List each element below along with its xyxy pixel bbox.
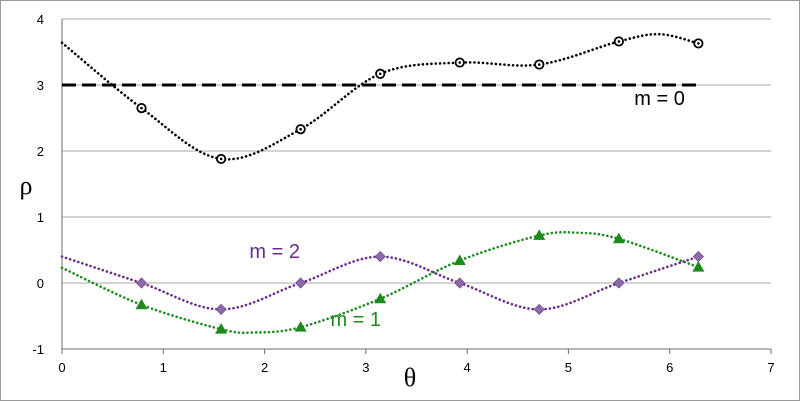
point-m-1-4 [374,292,387,304]
point-m-1-7 [612,232,625,244]
grid-lines [62,18,771,350]
point-m-0-7-inner [617,40,621,43]
point-m-0-4-inner [378,72,382,76]
series-line-m-0 [60,32,700,161]
y-tick-label-1: -1 [32,342,44,357]
x-tick-label-6: 6 [666,360,673,375]
x-tick-label-5: 5 [565,360,572,375]
point-m-2-5 [454,277,466,289]
axes [61,19,772,354]
point-m-0-8-inner [697,42,700,45]
point-m-2-7 [613,277,625,289]
point-m-1-8 [692,261,705,272]
x-tick-label-4: 4 [464,360,471,375]
series-label-m-0: m = 0 [634,88,685,110]
point-m-2-1 [135,277,148,289]
point-m-0-2-inner [219,157,223,161]
series-label-m-2: m = 2 [249,241,300,263]
y-tick-label-4: 4 [37,12,44,27]
y-tick-label-0: 0 [37,276,44,291]
point-m-0-4 [375,68,386,79]
point-m-2-4 [374,251,386,263]
y-tick-label-1: 1 [37,210,44,225]
series-curves [60,32,700,335]
point-m-0-6 [534,59,545,70]
chart-text: θ ρ -1 0 1 2 3 4 0 1 2 3 4 5 6 7 m = 0 m = 2 m = 1 [20,12,775,392]
point-m-1-6 [533,229,546,240]
point-m-0-1 [136,103,147,114]
point-m-2-3 [295,277,307,289]
x-tick-label-1: 1 [160,360,167,375]
point-m-2-2 [215,303,227,315]
y-tick-label-3: 3 [37,78,44,93]
x-tick-label-0: 0 [58,360,65,375]
point-m-1-5 [453,254,466,265]
point-m-0-6-inner [537,63,541,66]
y-tick-label-2: 2 [37,144,44,159]
point-m-0-1-inner [140,106,143,110]
point-m-0-2 [216,153,227,165]
point-m-0-5 [454,57,465,68]
point-m-1-2 [215,323,228,334]
x-tick-label-3: 3 [362,360,369,375]
point-m-2-8 [692,251,704,263]
point-m-1-3 [294,321,307,332]
point-m-0-7 [613,36,624,47]
point-m-2-6 [533,303,545,315]
series-label-m-1: m = 1 [330,309,381,331]
point-m-0-8 [693,38,704,49]
x-axis-label: θ [404,363,416,392]
point-m-0-3 [295,124,306,135]
point-m-0-5-inner [458,61,462,64]
x-tick-label-7: 7 [767,360,774,375]
y-axis-label: ρ [20,171,33,200]
point-m-0-3-inner [299,127,302,131]
series-markers [135,36,705,334]
point-m-1-1 [135,298,148,310]
x-tick-label-2: 2 [261,360,268,375]
